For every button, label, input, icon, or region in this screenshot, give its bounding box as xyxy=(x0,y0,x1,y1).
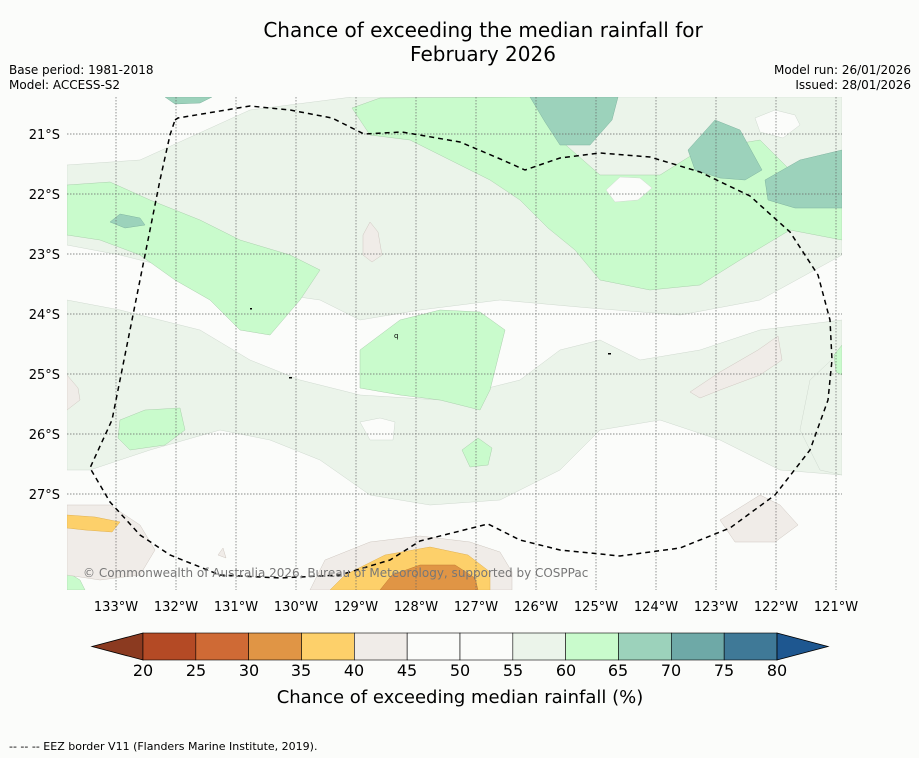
lon-label: 133°W xyxy=(94,600,138,615)
meta-right: Model run: 26/01/2026 Issued: 28/01/2026 xyxy=(774,63,911,93)
copyright-text: © Commonwealth of Australia 2026, Bureau… xyxy=(83,566,588,580)
issued-date: Issued: 28/01/2026 xyxy=(795,78,911,92)
title-line-2: February 2026 xyxy=(410,42,556,66)
zone-60-65-southwest xyxy=(117,407,186,451)
zone-40-45-center xyxy=(362,221,383,263)
zone-40-45-southeast xyxy=(719,494,799,543)
lon-label: 132°W xyxy=(154,600,198,615)
colorbar-tick: 25 xyxy=(186,661,206,680)
zone-60-65-small xyxy=(461,437,493,468)
model-run: Model run: 26/01/2026 xyxy=(773,63,911,77)
eez-legend-note: -- -- -- EEZ border V11 (Flanders Marine… xyxy=(9,740,318,753)
zone-45-55-island-3 xyxy=(359,417,396,441)
title-line-1: Chance of exceeding the median rainfall … xyxy=(263,18,703,42)
colorbar: 20 25 30 35 40 45 50 55 60 65 70 75 80 C… xyxy=(90,632,830,708)
zone-65-70-west-small xyxy=(109,213,146,229)
colorbar-tick: 40 xyxy=(344,661,364,680)
colorbar-swatch xyxy=(565,632,619,661)
colorbar-swatch xyxy=(354,632,408,661)
colorbar-tick: 80 xyxy=(767,661,787,680)
colorbar-ticks: 20 25 30 35 40 45 50 55 60 65 70 75 80 xyxy=(133,661,787,680)
lon-label: 125°W xyxy=(574,600,618,615)
colorbar-tick: 30 xyxy=(239,661,259,680)
colorbar-tick: 55 xyxy=(503,661,523,680)
zone-65-70-far-east xyxy=(764,149,842,209)
small-dot-2 xyxy=(289,377,292,379)
lon-label: 129°W xyxy=(334,600,378,615)
colorbar-swatch xyxy=(459,632,514,661)
lon-label: 127°W xyxy=(454,600,498,615)
zone-60-65-center xyxy=(359,309,506,411)
colorbar-swatch xyxy=(406,632,461,661)
zone-40-45-east xyxy=(689,335,783,399)
colorbar-tick: 45 xyxy=(397,661,417,680)
lon-label: 123°W xyxy=(694,600,738,615)
model-name: Model: ACCESS-S2 xyxy=(9,78,121,92)
longitude-labels: 133°W 132°W 131°W 130°W 129°W 128°W 127°… xyxy=(94,600,858,615)
colorbar-tick: 60 xyxy=(556,661,576,680)
meta-left: Base period: 1981-2018 Model: ACCESS-S2 xyxy=(9,63,154,93)
small-dot-1 xyxy=(250,308,252,310)
contour-label: q xyxy=(394,332,398,340)
colorbar-tick: 20 xyxy=(133,661,153,680)
zone-35-40-west xyxy=(67,514,121,533)
lon-label: 131°W xyxy=(214,600,258,615)
lon-label: 122°W xyxy=(754,600,798,615)
lat-label: 25°S xyxy=(29,368,60,383)
zone-60-65-north xyxy=(351,97,842,291)
colorbar-over-arrow xyxy=(776,632,830,661)
colorbar-label: Chance of exceeding median rainfall (%) xyxy=(277,687,644,708)
colorbar-under-arrow xyxy=(90,632,144,661)
latitude-labels: 21°S 22°S 23°S 24°S 25°S 26°S 27°S xyxy=(29,128,60,503)
lon-label: 130°W xyxy=(274,600,318,615)
lat-label: 27°S xyxy=(29,488,60,503)
map-plot: q © Commonwealth of Australia 2026, Bure… xyxy=(67,97,842,590)
zone-45-55-island-2 xyxy=(754,109,801,139)
lat-label: 21°S xyxy=(29,128,60,143)
lon-label: 124°W xyxy=(634,600,678,615)
colorbar-tick: 50 xyxy=(450,661,470,680)
colorbar-swatch xyxy=(248,632,302,661)
colorbar-swatch xyxy=(671,632,725,661)
colorbar-swatch xyxy=(723,632,778,661)
lat-label: 22°S xyxy=(29,188,60,203)
colorbar-swatch xyxy=(618,632,672,661)
zone-30-35-south xyxy=(379,564,479,590)
zone-65-70-top xyxy=(164,97,213,105)
small-dot-3 xyxy=(608,353,611,355)
lon-label: 128°W xyxy=(394,600,438,615)
lat-label: 26°S xyxy=(29,428,60,443)
zone-40-45-speck xyxy=(217,547,227,559)
colorbar-tick: 35 xyxy=(291,661,311,680)
colorbar-tick: 65 xyxy=(608,661,628,680)
eez-border xyxy=(89,105,833,579)
colorbar-swatch xyxy=(195,632,249,661)
zone-45-55-island-1 xyxy=(605,176,653,203)
colorbar-swatch xyxy=(512,632,566,661)
colorbar-swatch xyxy=(142,632,197,661)
base-period: Base period: 1981-2018 xyxy=(9,63,154,77)
zone-60-65-corner xyxy=(67,571,86,590)
lat-label: 24°S xyxy=(29,308,60,323)
graticule xyxy=(67,97,842,590)
colorbar-tick: 70 xyxy=(661,661,681,680)
lat-label: 23°S xyxy=(29,248,60,263)
colorbar-swatch xyxy=(301,632,355,661)
lon-label: 121°W xyxy=(814,600,858,615)
zone-40-45-west-edge xyxy=(67,374,81,411)
colorbar-tick: 75 xyxy=(714,661,734,680)
map-title: Chance of exceeding the median rainfall … xyxy=(0,18,919,66)
lon-label: 126°W xyxy=(514,600,558,615)
